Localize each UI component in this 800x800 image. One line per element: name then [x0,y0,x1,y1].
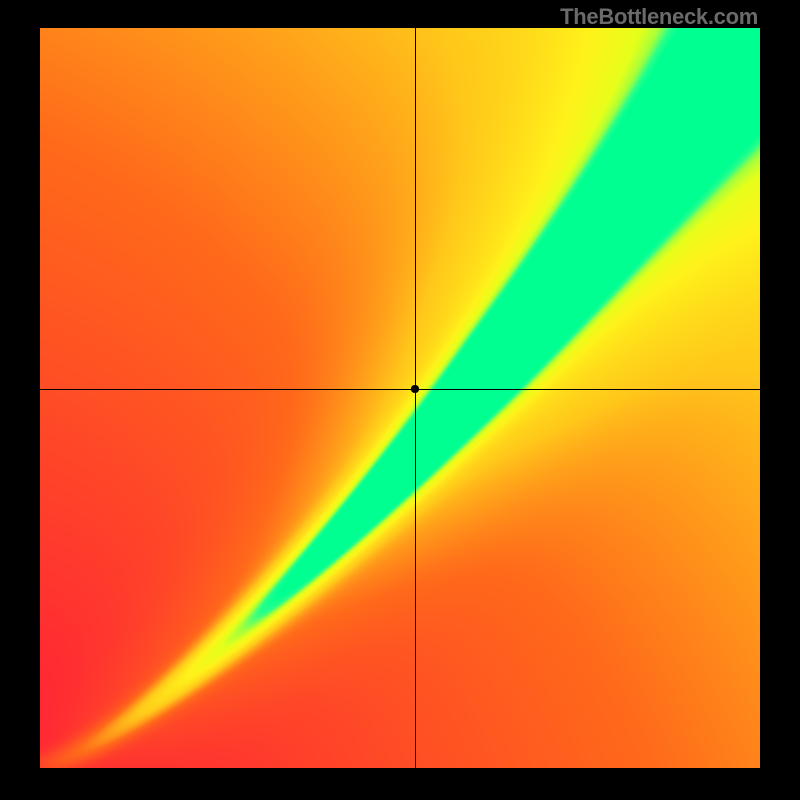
heatmap-plot [40,28,760,768]
watermark-text: TheBottleneck.com [560,4,758,30]
heatmap-canvas [40,28,760,768]
